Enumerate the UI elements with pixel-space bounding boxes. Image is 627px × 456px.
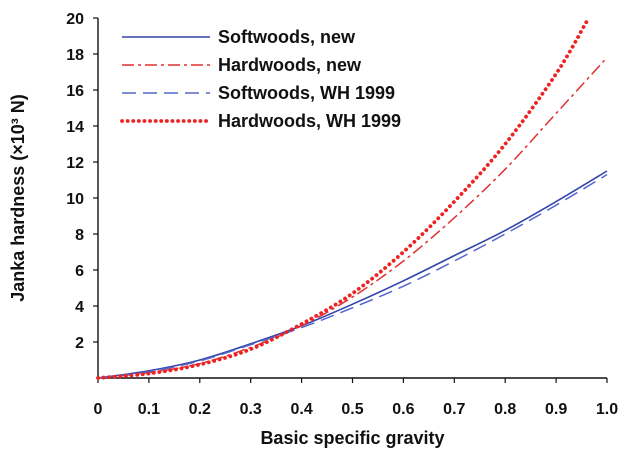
y-tick-label: 18	[66, 47, 84, 64]
x-tick-label: 0.9	[545, 401, 567, 418]
y-tick-label: 2	[75, 335, 84, 352]
series-line-hardwoods-wh-1999	[96, 19, 589, 380]
y-tick-label: 16	[66, 83, 84, 100]
x-tick-label: 0.6	[392, 401, 414, 418]
legend-label: Hardwoods, WH 1999	[218, 111, 401, 131]
legend: Softwoods, new Hardwoods, new Softwoods, W…	[120, 27, 401, 131]
x-tick-label: 0.1	[138, 401, 160, 418]
x-tick-label: 0.2	[189, 401, 211, 418]
x-tick-label: 0.4	[290, 401, 312, 418]
series-lines	[96, 19, 608, 380]
x-axis-title: Basic specific gravity	[260, 428, 444, 448]
y-tick-label: 6	[75, 263, 84, 280]
y-tick-label: 10	[66, 191, 84, 208]
ticks: 0 0.1 0.2 0.3 0.4 0.5 0.6 0.7 0.8 0.9 1.0 2 4 6 8 10 12 1…	[66, 11, 618, 418]
y-tick-label: 14	[66, 119, 84, 136]
legend-label: Softwoods, new	[218, 27, 356, 47]
legend-label: Softwoods, WH 1999	[218, 83, 395, 103]
series-line-hardwoods-new	[97, 57, 608, 379]
x-tick-label: 0.3	[240, 401, 262, 418]
x-tick-label: 1.0	[596, 401, 618, 418]
y-tick-label: 20	[66, 11, 84, 28]
y-tick-label: 8	[75, 227, 84, 244]
x-tick-label: 0.7	[443, 401, 465, 418]
x-tick-label: 0.5	[341, 401, 363, 418]
series-line-softwoods-wh-1999	[97, 173, 608, 379]
series-line-softwoods-new	[97, 170, 608, 379]
y-tick-label: 12	[66, 155, 84, 172]
y-tick-label: 4	[75, 299, 84, 316]
legend-label: Hardwoods, new	[218, 55, 362, 75]
x-tick-label: 0.8	[494, 401, 516, 418]
y-axis-title: Janka hardness (×10³ N)	[8, 94, 28, 302]
x-tick-label: 0	[94, 401, 103, 418]
